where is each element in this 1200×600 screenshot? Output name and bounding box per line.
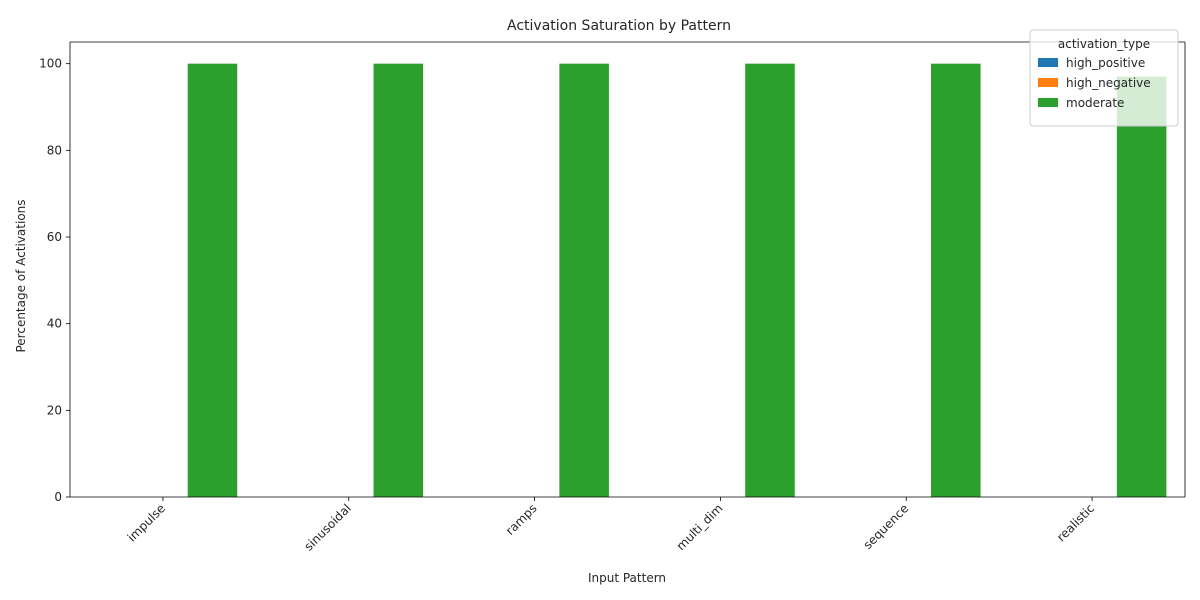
y-tick-label: 80 xyxy=(47,143,62,157)
x-tick-label: multi_dim xyxy=(674,501,726,553)
bar-moderate-ramps xyxy=(559,63,609,498)
chart-title: Activation Saturation by Pattern xyxy=(507,18,731,34)
bar-moderate-impulse xyxy=(187,63,238,498)
x-tick-label: sinusoidal xyxy=(302,501,354,553)
plot-area: 0 20 40 60 80 100 impulse sinusoidal ramps multi_… xyxy=(39,41,1186,554)
legend-title: activation_type xyxy=(1058,37,1150,51)
legend-frame xyxy=(1029,29,1179,127)
legend-swatch-moderate xyxy=(1038,98,1058,107)
y-axis-label: Percentage of Activations xyxy=(14,199,28,352)
legend: activation_type high_positive high_negati… xyxy=(1029,29,1179,127)
x-axis-label: Input Pattern xyxy=(588,571,666,585)
y-tick-label: 40 xyxy=(47,317,62,331)
bar-moderate-realistic xyxy=(1116,76,1167,498)
legend-label-moderate: moderate xyxy=(1066,96,1124,110)
x-tick-label: ramps xyxy=(503,501,540,538)
legend-swatch-high_positive xyxy=(1038,58,1058,67)
legend-swatch-high_negative xyxy=(1038,78,1058,87)
y-tick-label: 20 xyxy=(47,403,62,417)
legend-label-high_negative: high_negative xyxy=(1066,76,1151,90)
x-tick-label: realistic xyxy=(1054,501,1097,544)
y-tick-label: 100 xyxy=(39,57,62,71)
bar-moderate-sinusoidal xyxy=(373,63,424,498)
y-tick-label: 0 xyxy=(54,490,62,504)
x-tick-label: sequence xyxy=(861,501,912,552)
y-tick-label: 60 xyxy=(47,230,62,244)
x-tick-label: impulse xyxy=(125,501,168,544)
legend-label-high_positive: high_positive xyxy=(1066,56,1145,70)
bar-moderate-sequence xyxy=(931,63,981,498)
bar-moderate-multi_dim xyxy=(745,63,795,498)
